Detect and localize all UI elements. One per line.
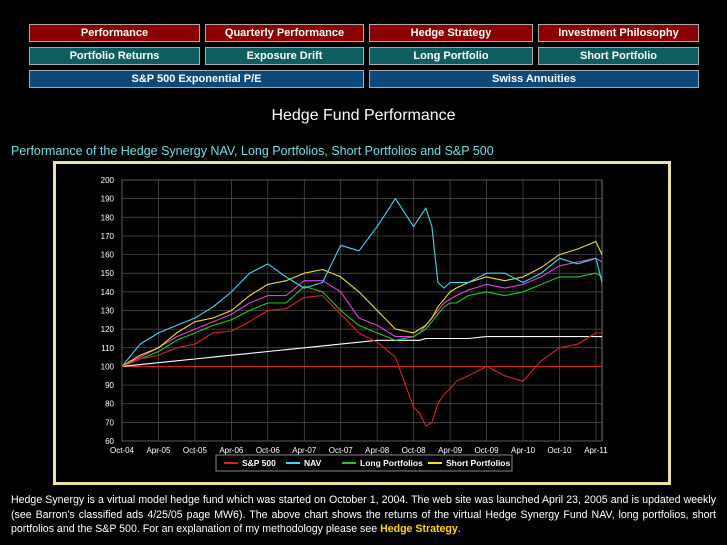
y-tick-label: 150: [101, 269, 115, 278]
y-tick-label: 60: [105, 437, 114, 446]
y-tick-label: 180: [101, 213, 115, 222]
series-line-nav: [121, 198, 603, 367]
series-line-unlabeled-5: [121, 336, 602, 367]
x-tick-label: Apr-08: [365, 446, 390, 455]
y-tick-label: 70: [105, 418, 114, 427]
legend-label: S&P 500: [242, 458, 276, 468]
x-tick-label: Apr-06: [219, 446, 244, 455]
y-tick-label: 80: [105, 400, 114, 409]
x-tick-label: Apr-05: [146, 446, 171, 455]
x-tick-label: Apr-11: [584, 446, 608, 455]
nav-row-3: S&P 500 Exponential P/E Swiss Annuities: [29, 70, 699, 88]
description-paragraph: Hedge Synergy is a virtual model hedge f…: [11, 493, 716, 537]
legend-box: [215, 454, 513, 472]
y-tick-label: 100: [101, 362, 115, 371]
y-tick-label: 110: [101, 344, 114, 353]
nav-row-1: Performance Quarterly Performance Hedge …: [29, 24, 699, 42]
y-tick-label: 200: [101, 176, 115, 185]
y-tick-label: 190: [101, 195, 115, 204]
chart-frame: 60 70 80 90 100 110 120 130 140 150 160 170 180 190 20…: [53, 161, 671, 485]
nav-hedge-strategy-button[interactable]: Hedge Strategy: [369, 24, 533, 42]
nav-sp500-exponential-pe-button[interactable]: S&P 500 Exponential P/E: [29, 70, 364, 88]
nav-portfolio-returns-button[interactable]: Portfolio Returns: [29, 47, 200, 65]
x-tick-label: Oct-07: [329, 446, 354, 455]
nav-exposure-drift-button[interactable]: Exposure Drift: [205, 47, 364, 65]
x-tick-label: Oct-08: [402, 446, 427, 455]
legend-label: NAV: [304, 458, 322, 468]
y-tick-label: 130: [101, 307, 115, 316]
y-tick-label: 90: [105, 381, 114, 390]
nav-short-portfolio-button[interactable]: Short Portfolio: [538, 47, 699, 65]
x-tick-label: Oct-10: [547, 446, 572, 455]
y-tick-label: 160: [101, 251, 115, 260]
nav-row-2: Portfolio Returns Exposure Drift Long Po…: [29, 47, 699, 65]
x-tick-label: Apr-07: [292, 446, 317, 455]
y-tick-label: 120: [101, 325, 115, 334]
x-tick-label: Oct-05: [183, 446, 208, 455]
x-tick-label: Apr-09: [438, 446, 463, 455]
legend-label: Long Portfolios: [360, 458, 423, 468]
hedge-strategy-link[interactable]: Hedge Strategy: [380, 523, 458, 535]
legend-label: Short Portfolios: [446, 458, 510, 468]
nav-long-portfolio-button[interactable]: Long Portfolio: [369, 47, 533, 65]
x-tick-label: Oct-09: [475, 446, 500, 455]
x-tick-label: Oct-06: [256, 446, 281, 455]
description-text: Hedge Synergy is a virtual model hedge f…: [11, 494, 716, 535]
series-line-short-portfolios: [121, 240, 603, 367]
performance-chart: 60 70 80 90 100 110 120 130 140 150 160 170 180 190 20…: [101, 176, 608, 472]
nav-swiss-annuities-button[interactable]: Swiss Annuities: [369, 70, 699, 88]
nav-quarterly-performance-button[interactable]: Quarterly Performance: [205, 24, 364, 42]
y-tick-label: 170: [101, 232, 115, 241]
page-title: Hedge Fund Performance: [271, 107, 456, 124]
chart-subtitle: Performance of the Hedge Synergy NAV, Lo…: [11, 144, 494, 158]
nav-performance-button[interactable]: Performance: [29, 24, 200, 42]
y-tick-label: 140: [101, 288, 115, 297]
x-tick-label: Apr-10: [511, 446, 536, 455]
x-tick-label: Oct-04: [110, 446, 135, 455]
series-line-s-p-500: [121, 295, 602, 427]
description-end: .: [457, 523, 461, 535]
series-line-long-portfolios: [121, 272, 603, 367]
nav-investment-philosophy-button[interactable]: Investment Philosophy: [538, 24, 699, 42]
